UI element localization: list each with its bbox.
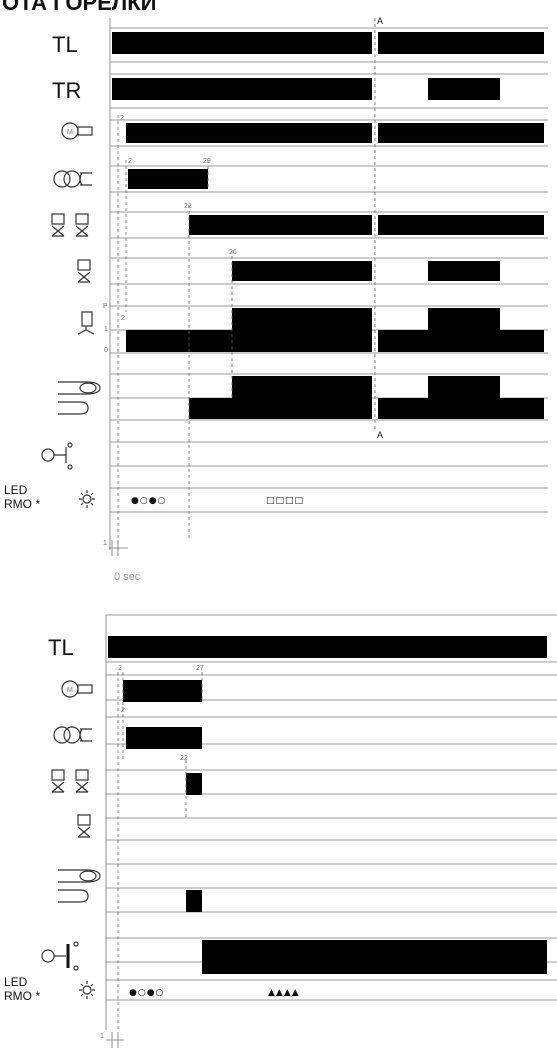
- bar-valve-3-2: [428, 261, 500, 281]
- bar-transformer: [126, 727, 202, 749]
- svg-text:M: M: [67, 687, 73, 694]
- motor-icon: M: [61, 122, 93, 140]
- row-label-tr: TR: [52, 78, 81, 103]
- fuel-valves-1-2-icon: [51, 213, 89, 237]
- lockout-icon: [41, 442, 73, 470]
- fuel-valve-3-icon: [77, 814, 91, 838]
- led-label-line1: LED: [4, 483, 28, 497]
- bar-flame: [186, 890, 202, 912]
- time-mark: 2: [118, 665, 122, 672]
- diagram-1: 2 2 29 22 26 2 P 1 0 A A TL TR M: [4, 16, 548, 583]
- flame-output-icon: [58, 869, 101, 903]
- bar-air-damper-1: [126, 308, 372, 352]
- bar-tl-2: [378, 32, 544, 54]
- led-sun-icon: [79, 981, 95, 999]
- ignition-transformer-icon: [53, 170, 92, 188]
- fuel-valve-3-icon: [77, 259, 91, 283]
- damper-level-label: 0: [104, 347, 108, 354]
- time-mark: 22: [180, 755, 188, 762]
- bar-valves-12-1: [189, 215, 372, 235]
- lockout-icon: [41, 941, 79, 971]
- bar-tr-1: [112, 78, 372, 100]
- time-mark: 2: [128, 158, 132, 165]
- bar-air-damper-2: [378, 308, 544, 352]
- bar-motor-1: [126, 123, 372, 143]
- time-mark: 26: [229, 249, 237, 256]
- time-mark: 27: [196, 665, 204, 672]
- time-unit-label: 1: [100, 1033, 104, 1040]
- signal-bars-1: [112, 32, 544, 419]
- fuel-valves-1-2-icon: [51, 769, 89, 793]
- time-mark: 2: [121, 707, 125, 714]
- led-sequence: □□□□: [266, 496, 304, 506]
- bar-flame-2: [378, 376, 544, 419]
- time-axis-2: 1: [100, 1032, 124, 1048]
- bar-tl: [108, 636, 547, 658]
- bar-motor-2: [378, 123, 544, 143]
- bar-lockout: [202, 940, 547, 974]
- bar-flame-1: [189, 376, 372, 419]
- timing-guides-1: [117, 18, 376, 555]
- led-sequence: ●○●○: [129, 988, 164, 998]
- led-label-line2: RMO *: [4, 989, 40, 1003]
- diagram-2: 2 27 2 22 TL M: [4, 614, 557, 1048]
- time-mark: 29: [203, 158, 211, 165]
- air-damper-icon: [77, 311, 95, 335]
- time-mark: 2: [121, 315, 125, 322]
- marker-a-top: A: [377, 16, 383, 26]
- row-label-tl: TL: [52, 32, 78, 57]
- ignition-transformer-icon: [53, 726, 92, 744]
- bar-valve-3-1: [232, 261, 372, 281]
- bar-tr-2: [428, 78, 500, 100]
- time-axis-1: 1 0 sec: [103, 540, 141, 583]
- damper-level-label: 1: [104, 326, 108, 333]
- bar-valves-12: [186, 773, 202, 795]
- time-mark: 22: [184, 203, 192, 210]
- time-mark: 2: [120, 115, 124, 122]
- bar-motor: [123, 680, 202, 702]
- header-title: ОТА ГОРЕЛКИ: [2, 0, 156, 15]
- marker-a-bottom: A: [377, 430, 383, 440]
- flame-output-icon: [58, 381, 101, 415]
- led-sun-icon: [79, 490, 95, 508]
- damper-level-label: P: [103, 303, 108, 310]
- svg-text:M: M: [67, 129, 73, 136]
- time-zero-label: 0 sec: [114, 571, 141, 583]
- timing-guides-2: [117, 672, 203, 1030]
- led-label-line2: RMO *: [4, 497, 40, 511]
- bar-valves-12-2: [378, 215, 544, 235]
- bar-tl-1: [112, 32, 372, 54]
- row-label-tl: TL: [48, 635, 74, 660]
- bar-transformer: [128, 169, 208, 189]
- led-sequence: ●○●○: [131, 496, 166, 506]
- time-unit-label: 1: [103, 540, 107, 547]
- led-label-line1: LED: [4, 975, 28, 989]
- led-sequence: ▲▲▲▲: [268, 988, 300, 998]
- motor-icon: M: [61, 680, 93, 698]
- signal-bars-2: [108, 636, 547, 974]
